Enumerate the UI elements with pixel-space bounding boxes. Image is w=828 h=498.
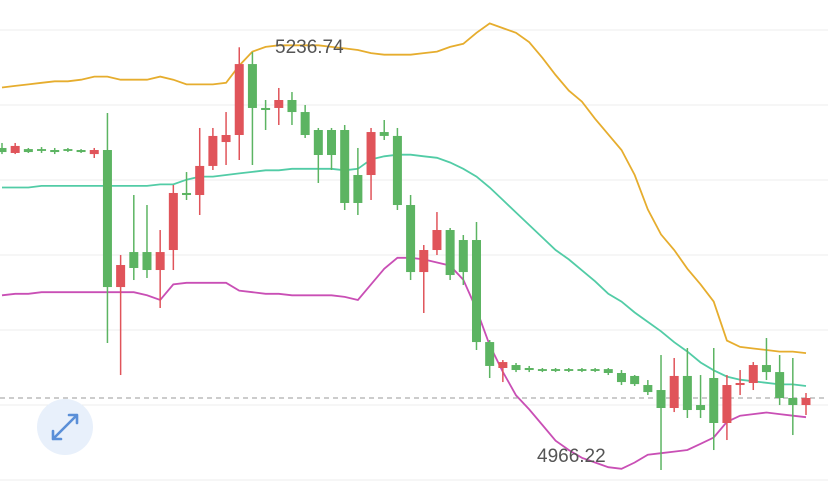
candle-body — [432, 230, 442, 251]
candle-body — [155, 252, 165, 271]
candle-body — [340, 130, 350, 203]
candle-body — [23, 149, 33, 153]
candle-body — [287, 100, 297, 113]
candle-body — [168, 192, 178, 251]
candle-body — [195, 165, 205, 196]
candle-body — [590, 369, 600, 371]
candle-body — [775, 372, 785, 398]
candle-body — [247, 64, 257, 108]
candle-body — [682, 375, 692, 411]
candle-body — [392, 135, 402, 206]
candle-body — [551, 369, 561, 371]
candle-body — [748, 365, 758, 383]
annotation-high: 5236.74 — [275, 37, 344, 58]
candle-body — [445, 230, 455, 276]
candle-body — [577, 369, 587, 371]
expand-button[interactable] — [37, 399, 93, 455]
candle-body — [669, 375, 679, 408]
candle-body — [353, 175, 363, 203]
candle-body — [89, 150, 99, 155]
candle-body — [801, 397, 811, 406]
candle-body — [656, 390, 666, 408]
candle-body — [63, 149, 73, 151]
candle-body — [511, 365, 521, 371]
candle-body — [643, 385, 653, 393]
candle-body — [603, 369, 613, 373]
candle-body — [0, 147, 7, 153]
candle-body — [102, 150, 112, 288]
candle-body — [129, 252, 139, 268]
candle-body — [182, 192, 192, 196]
candle-body — [274, 100, 284, 108]
candle-body — [406, 205, 416, 273]
candle-body — [221, 135, 231, 143]
candle-body — [537, 369, 547, 371]
candle-body — [616, 372, 626, 383]
bands — [0, 22, 828, 470]
candle-body — [471, 240, 481, 343]
candle-body — [761, 365, 771, 373]
candles — [0, 47, 811, 470]
candle-body — [37, 149, 47, 151]
candle-body — [630, 375, 640, 385]
candle-body — [524, 367, 534, 371]
candle-body — [564, 369, 574, 371]
candle-body — [722, 385, 732, 423]
candle-body — [261, 107, 271, 111]
candle-body — [788, 397, 798, 406]
candle-body — [366, 132, 376, 176]
candle-body — [208, 135, 218, 166]
candle-body — [696, 405, 706, 411]
candle-body — [709, 377, 719, 423]
candle-body — [50, 150, 60, 153]
candle-body — [76, 150, 86, 153]
candle-body — [379, 132, 389, 136]
band-line — [1, 256, 807, 470]
candle-body — [234, 64, 244, 136]
candle-body — [300, 112, 310, 136]
candle-body — [313, 130, 323, 156]
candle-body — [419, 250, 429, 273]
band-line — [2, 153, 807, 387]
candle-body — [142, 252, 152, 271]
annotation-low: 4966.22 — [537, 446, 606, 467]
candle-body — [10, 145, 20, 153]
candle-body — [735, 382, 745, 386]
candle-body — [485, 342, 495, 366]
candle-body — [116, 265, 126, 288]
candle-body — [498, 362, 508, 368]
candle-body — [458, 240, 468, 273]
candle-body — [327, 130, 337, 156]
band-line — [1, 22, 807, 354]
expand-icon[interactable] — [51, 413, 79, 441]
